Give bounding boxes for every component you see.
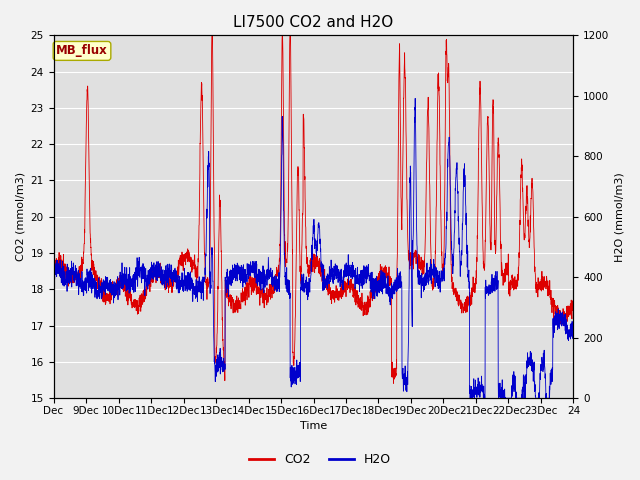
Title: LI7500 CO2 and H2O: LI7500 CO2 and H2O bbox=[234, 15, 394, 30]
Y-axis label: H2O (mmol/m3): H2O (mmol/m3) bbox=[615, 172, 625, 262]
Y-axis label: CO2 (mmol/m3): CO2 (mmol/m3) bbox=[15, 172, 25, 261]
Text: MB_flux: MB_flux bbox=[56, 45, 108, 58]
Legend: CO2, H2O: CO2, H2O bbox=[244, 448, 396, 471]
X-axis label: Time: Time bbox=[300, 421, 327, 432]
